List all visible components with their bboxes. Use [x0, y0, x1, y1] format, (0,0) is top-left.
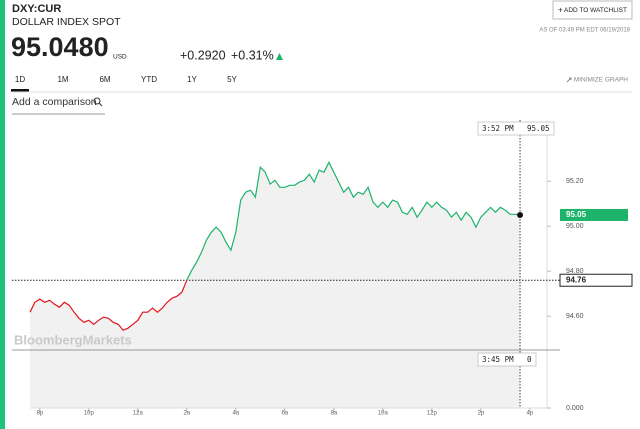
button-frame [552, 0, 633, 20]
previous-close-tag [559, 273, 633, 287]
x-tick-label: 2a [183, 411, 190, 417]
crosshair-value: 95.05 [527, 124, 550, 133]
tab[interactable]: 1D [15, 75, 25, 84]
x-tick-label: 12p [427, 411, 438, 417]
x-tick-label: 8p [36, 411, 43, 417]
search-icon [93, 97, 101, 105]
volume-crosshair-time: 3:45 PM [482, 355, 514, 364]
crosshair-time: 3:52 PM [482, 124, 514, 133]
watchlist-button[interactable]: + ADD TO WATCHLIST [552, 0, 633, 20]
tab-underline [11, 89, 29, 92]
button-label: ADD TO WATCHLIST [564, 7, 627, 14]
volume-crosshair-tag [477, 352, 537, 367]
volume-y-tick-label: 0.000 [566, 405, 584, 412]
change-percent: +0.31% [231, 48, 274, 62]
plus-icon: + [558, 6, 563, 15]
search-icon-handle [98, 102, 103, 107]
tab[interactable]: 1M [57, 75, 68, 84]
previous-close-label: 94.76 [566, 275, 587, 284]
x-tick-label: 4p [527, 411, 534, 417]
tab[interactable]: 1Y [187, 75, 197, 84]
last-value-tag [560, 208, 628, 221]
x-tick-label: 10a [378, 411, 389, 417]
change: +0.2920 [180, 48, 226, 62]
price-line [29, 279, 188, 331]
x-tick-label: 10p [84, 411, 95, 417]
instrument-name: DOLLAR INDEX SPOT [12, 16, 121, 28]
x-tick-label: 6a [281, 411, 288, 417]
crosshair-tag [477, 121, 555, 136]
y-tick-label: 94.80 [566, 268, 584, 275]
last-value-label: 95.05 [566, 210, 587, 219]
area [30, 162, 520, 408]
accent-bar [0, 0, 5, 429]
watermark: BloombergMarkets [14, 332, 132, 347]
ticker: DXY:CUR [12, 3, 61, 15]
tab[interactable]: YTD [141, 75, 157, 84]
x-tick-label: 4a [232, 411, 239, 417]
chart: BloombergMarkets 94.60 94.80 95.00 95.20 0.00… [12, 120, 633, 417]
x-tick-label: 2p [477, 411, 484, 417]
tabs: 1D 1M 6M YTD 1Y 5Y [11, 75, 238, 92]
y-tick-label: 95.00 [566, 223, 584, 230]
minimize-icon [566, 77, 572, 83]
up-arrow [276, 53, 283, 60]
price-line [186, 160, 521, 281]
tab[interactable]: 6M [99, 75, 110, 84]
x-tick-label: 8a [330, 411, 337, 417]
comparison-input[interactable]: Add a comparison [12, 96, 97, 108]
volume-crosshair-value: 0 [527, 355, 532, 364]
tab[interactable]: 5Y [227, 75, 237, 84]
y-tick-label: 94.60 [566, 313, 584, 320]
x-tick-label: 12a [133, 411, 144, 417]
y-tick-label: 95.20 [566, 178, 584, 185]
minimize-graph[interactable]: MINIMIZE GRAPH [574, 77, 628, 84]
currency: USD [113, 54, 127, 61]
price: 95.0480 [11, 32, 109, 62]
last-point [517, 211, 524, 218]
as-of: AS OF 03:49 PM EDT 06/19/2018 [539, 28, 630, 34]
